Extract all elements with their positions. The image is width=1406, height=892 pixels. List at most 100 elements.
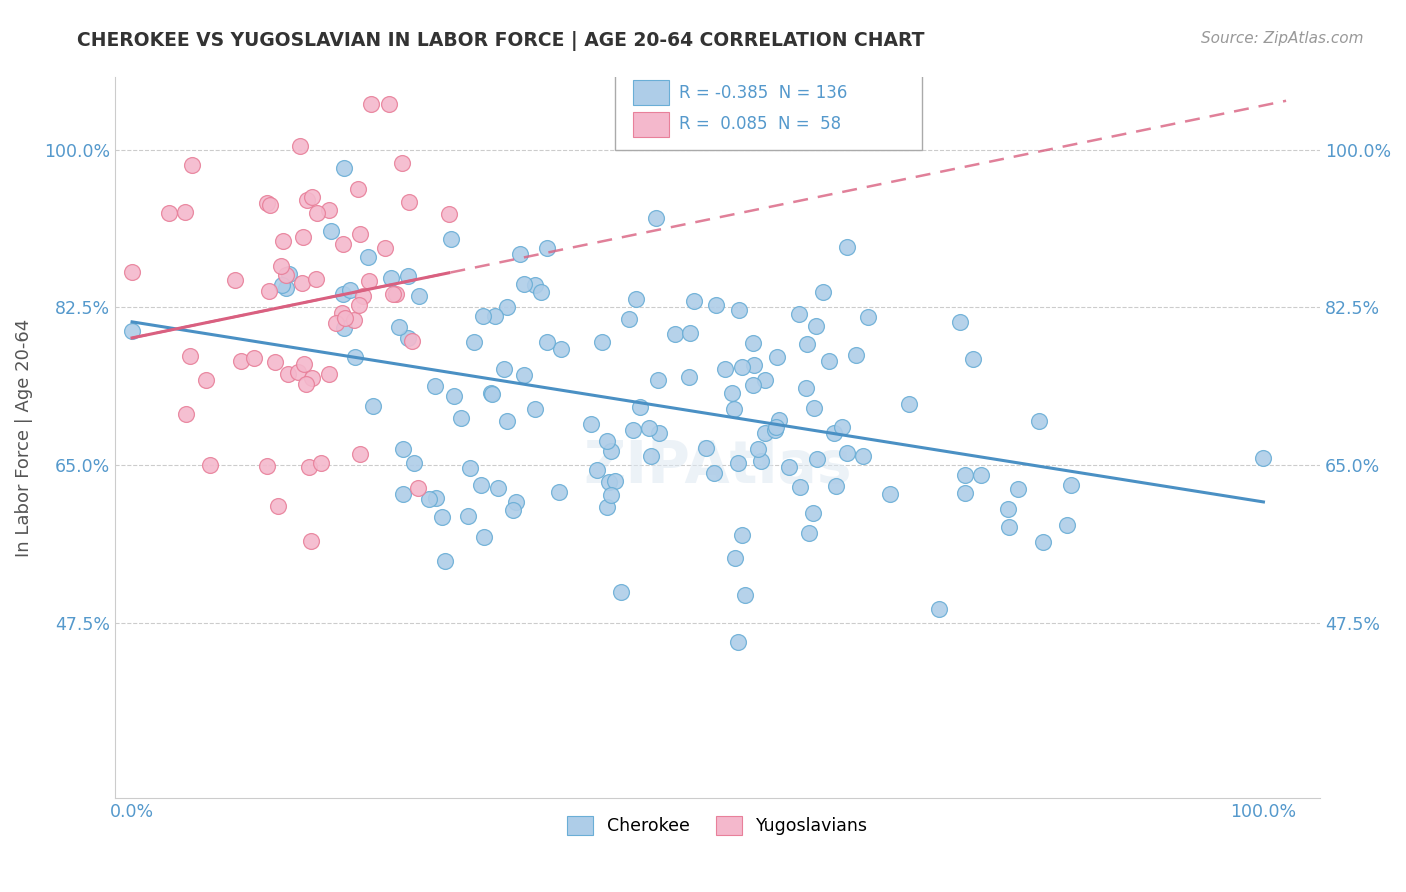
Point: [804, 319, 827, 334]
Point: [678, 369, 700, 384]
Point: [398, 268, 420, 283]
Point: [333, 161, 356, 175]
Point: [998, 520, 1021, 534]
Point: [437, 207, 460, 221]
Point: [741, 336, 763, 351]
Point: [609, 584, 631, 599]
Point: [299, 534, 322, 549]
Point: [349, 227, 371, 241]
Point: [157, 205, 180, 219]
Point: [343, 350, 366, 364]
Point: [349, 447, 371, 461]
Point: [1032, 535, 1054, 549]
Point: [256, 196, 278, 211]
Point: [333, 321, 356, 335]
Point: [458, 461, 481, 475]
Point: [605, 474, 627, 488]
Point: [796, 337, 818, 351]
Legend: Cherokee, Yugoslavians: Cherokee, Yugoslavians: [558, 807, 876, 844]
Point: [617, 312, 640, 326]
Point: [811, 285, 834, 299]
Point: [723, 402, 745, 417]
Point: [825, 479, 848, 493]
Point: [536, 335, 558, 350]
Point: [513, 368, 536, 382]
Y-axis label: In Labor Force | Age 20-64: In Labor Force | Age 20-64: [15, 318, 32, 558]
Point: [852, 449, 875, 463]
FancyBboxPatch shape: [633, 80, 669, 105]
Point: [741, 378, 763, 392]
Point: [380, 271, 402, 285]
Point: [647, 425, 669, 440]
Point: [1028, 414, 1050, 428]
Point: [343, 313, 366, 327]
Point: [586, 463, 609, 477]
Point: [640, 449, 662, 463]
Point: [270, 259, 292, 273]
Point: [418, 492, 440, 507]
Point: [536, 242, 558, 256]
Point: [256, 458, 278, 473]
FancyBboxPatch shape: [633, 112, 669, 136]
Point: [408, 288, 430, 302]
Point: [382, 286, 405, 301]
Point: [396, 331, 419, 345]
Point: [962, 352, 984, 367]
Point: [318, 367, 340, 381]
Point: [789, 480, 811, 494]
Text: CHEROKEE VS YUGOSLAVIAN IN LABOR FORCE | AGE 20-64 CORRELATION CHART: CHEROKEE VS YUGOSLAVIAN IN LABOR FORCE |…: [77, 31, 925, 51]
Point: [628, 400, 651, 414]
Text: Source: ZipAtlas.com: Source: ZipAtlas.com: [1201, 31, 1364, 46]
Point: [763, 423, 786, 437]
Point: [292, 357, 315, 371]
Point: [470, 478, 492, 492]
Point: [318, 202, 340, 217]
Point: [647, 373, 669, 387]
Point: [471, 310, 494, 324]
Point: [509, 247, 531, 261]
Point: [443, 389, 465, 403]
Point: [879, 486, 901, 500]
Point: [333, 311, 356, 326]
Point: [997, 501, 1019, 516]
Point: [727, 303, 749, 318]
Point: [276, 281, 298, 295]
Point: [402, 456, 425, 470]
Point: [391, 156, 413, 170]
Point: [624, 292, 647, 306]
Point: [274, 268, 297, 283]
Point: [970, 467, 993, 482]
Point: [721, 386, 744, 401]
Point: [801, 506, 824, 520]
Point: [496, 413, 519, 427]
Point: [794, 381, 817, 395]
Point: [180, 158, 202, 172]
Point: [271, 278, 294, 293]
Point: [432, 510, 454, 524]
Point: [703, 466, 725, 480]
Point: [731, 528, 754, 542]
Point: [423, 379, 446, 393]
Point: [347, 298, 370, 312]
Point: [928, 601, 950, 615]
Point: [845, 348, 868, 362]
Point: [727, 456, 749, 470]
Point: [263, 355, 285, 369]
Point: [505, 495, 527, 509]
Point: [524, 401, 547, 416]
Point: [1007, 482, 1029, 496]
Point: [797, 525, 820, 540]
Point: [530, 285, 553, 299]
Point: [195, 373, 218, 387]
Point: [330, 306, 353, 320]
Point: [730, 359, 752, 374]
FancyBboxPatch shape: [616, 70, 922, 150]
Point: [392, 442, 415, 456]
Point: [392, 487, 415, 501]
Point: [496, 300, 519, 314]
Point: [803, 401, 825, 416]
Point: [332, 286, 354, 301]
Point: [179, 349, 201, 363]
Point: [401, 334, 423, 349]
Point: [492, 362, 515, 376]
